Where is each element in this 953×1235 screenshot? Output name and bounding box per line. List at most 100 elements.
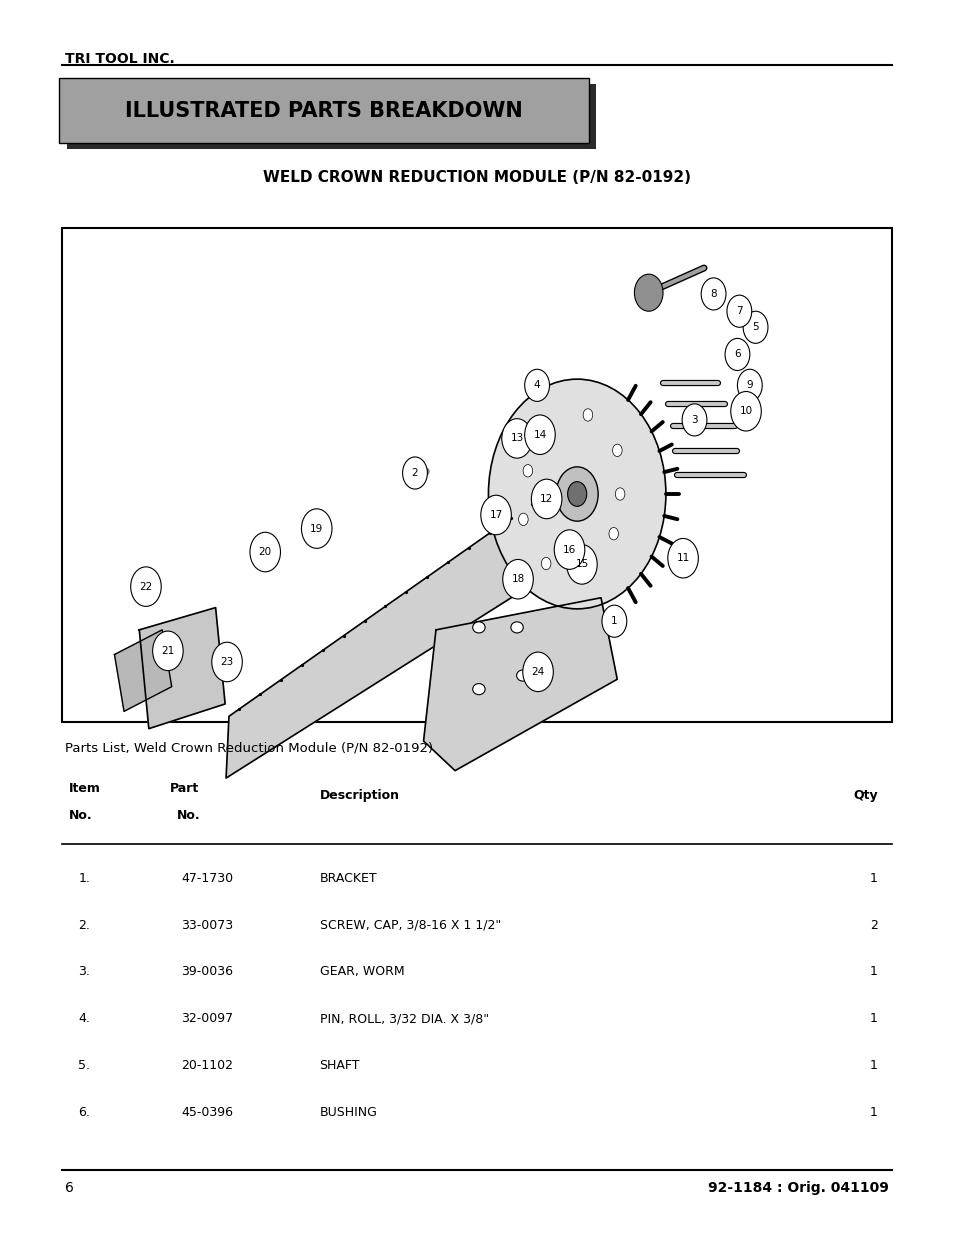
Text: 6: 6 [734, 350, 740, 359]
Text: 1: 1 [869, 872, 877, 884]
Bar [62, 228, 891, 722]
Text: 22: 22 [139, 582, 152, 592]
Ellipse shape [472, 622, 484, 632]
Text: 7: 7 [736, 306, 741, 316]
Text: 11: 11 [676, 553, 689, 563]
Polygon shape [226, 482, 562, 778]
Text: 12: 12 [539, 494, 553, 504]
Circle shape [522, 464, 532, 477]
Text: Description: Description [319, 789, 399, 802]
Circle shape [524, 369, 549, 401]
Text: PIN, ROLL, 3/32 DIA. X 3/8": PIN, ROLL, 3/32 DIA. X 3/8" [319, 1013, 488, 1025]
Text: 1: 1 [611, 616, 617, 626]
Circle shape [301, 509, 332, 548]
Circle shape [556, 467, 598, 521]
Text: WELD CROWN REDUCTION MODULE (P/N 82-0192): WELD CROWN REDUCTION MODULE (P/N 82-0192… [263, 170, 690, 185]
Text: Part: Part [170, 782, 199, 795]
Circle shape [554, 530, 584, 569]
Circle shape [612, 445, 621, 457]
Circle shape [634, 274, 662, 311]
Circle shape [501, 419, 532, 458]
Circle shape [581, 558, 591, 571]
Text: 92-1184 : Orig. 041109: 92-1184 : Orig. 041109 [707, 1181, 888, 1195]
Text: 20: 20 [258, 547, 272, 557]
Circle shape [402, 457, 427, 489]
Polygon shape [423, 598, 617, 771]
Circle shape [608, 527, 618, 540]
Text: 4.: 4. [78, 1013, 90, 1025]
Ellipse shape [511, 622, 522, 632]
Text: 15: 15 [575, 559, 588, 569]
Circle shape [582, 409, 592, 421]
Circle shape [742, 311, 767, 343]
Text: 2.: 2. [78, 919, 90, 931]
Circle shape [615, 488, 624, 500]
Circle shape [522, 652, 553, 692]
Text: 14: 14 [533, 430, 546, 440]
Circle shape [667, 538, 698, 578]
Circle shape [567, 482, 586, 506]
Text: 3.: 3. [78, 966, 90, 978]
Bar [59, 78, 588, 143]
Circle shape [250, 532, 280, 572]
Circle shape [566, 545, 597, 584]
Text: 18: 18 [511, 574, 524, 584]
Text: 10: 10 [739, 406, 752, 416]
Polygon shape [139, 608, 225, 729]
Text: Qty: Qty [852, 789, 877, 802]
Circle shape [518, 514, 528, 526]
Polygon shape [215, 652, 238, 677]
Text: 32-0097: 32-0097 [181, 1013, 233, 1025]
Circle shape [524, 415, 555, 454]
Text: 33-0073: 33-0073 [181, 919, 233, 931]
Text: 1: 1 [869, 966, 877, 978]
Circle shape [152, 631, 183, 671]
Polygon shape [114, 630, 172, 711]
Text: No.: No. [176, 809, 200, 823]
Text: 47-1730: 47-1730 [181, 872, 233, 884]
Text: 24: 24 [531, 667, 544, 677]
Text: 2: 2 [412, 468, 417, 478]
Circle shape [737, 369, 761, 401]
Circle shape [541, 557, 551, 569]
Text: 2: 2 [869, 919, 877, 931]
Text: 17: 17 [489, 510, 502, 520]
Text: GEAR, WORM: GEAR, WORM [319, 966, 404, 978]
Text: No.: No. [69, 809, 92, 823]
Circle shape [502, 559, 533, 599]
Text: BUSHING: BUSHING [319, 1107, 377, 1119]
Text: 19: 19 [310, 524, 323, 534]
Text: 1.: 1. [78, 872, 90, 884]
Circle shape [724, 338, 749, 370]
Text: 5: 5 [752, 322, 758, 332]
Circle shape [480, 495, 511, 535]
Text: 1: 1 [869, 1107, 877, 1119]
Circle shape [531, 479, 561, 519]
Text: 45-0396: 45-0396 [181, 1107, 233, 1119]
Text: 8: 8 [710, 289, 716, 299]
Circle shape [681, 404, 706, 436]
Text: 39-0036: 39-0036 [181, 966, 233, 978]
Text: SCREW, CAP, 3/8-16 X 1 1/2": SCREW, CAP, 3/8-16 X 1 1/2" [319, 919, 500, 931]
Text: 20-1102: 20-1102 [181, 1060, 233, 1072]
Bar [67, 84, 596, 149]
Circle shape [543, 424, 553, 436]
Text: 6: 6 [65, 1181, 73, 1195]
Text: 23: 23 [220, 657, 233, 667]
Text: 3: 3 [691, 415, 697, 425]
Text: 5.: 5. [78, 1060, 91, 1072]
Circle shape [726, 295, 751, 327]
Ellipse shape [517, 669, 529, 682]
Text: 6.: 6. [78, 1107, 90, 1119]
Text: 9: 9 [746, 380, 752, 390]
Circle shape [730, 391, 760, 431]
Text: BRACKET: BRACKET [319, 872, 376, 884]
Text: 4: 4 [534, 380, 539, 390]
Circle shape [131, 567, 161, 606]
Text: Item: Item [69, 782, 100, 795]
Text: TRI TOOL INC.: TRI TOOL INC. [65, 52, 174, 65]
Circle shape [488, 379, 665, 609]
Text: SHAFT: SHAFT [319, 1060, 359, 1072]
Text: Parts List, Weld Crown Reduction Module (P/N 82-0192): Parts List, Weld Crown Reduction Module … [65, 741, 433, 755]
Text: 13: 13 [510, 433, 523, 443]
